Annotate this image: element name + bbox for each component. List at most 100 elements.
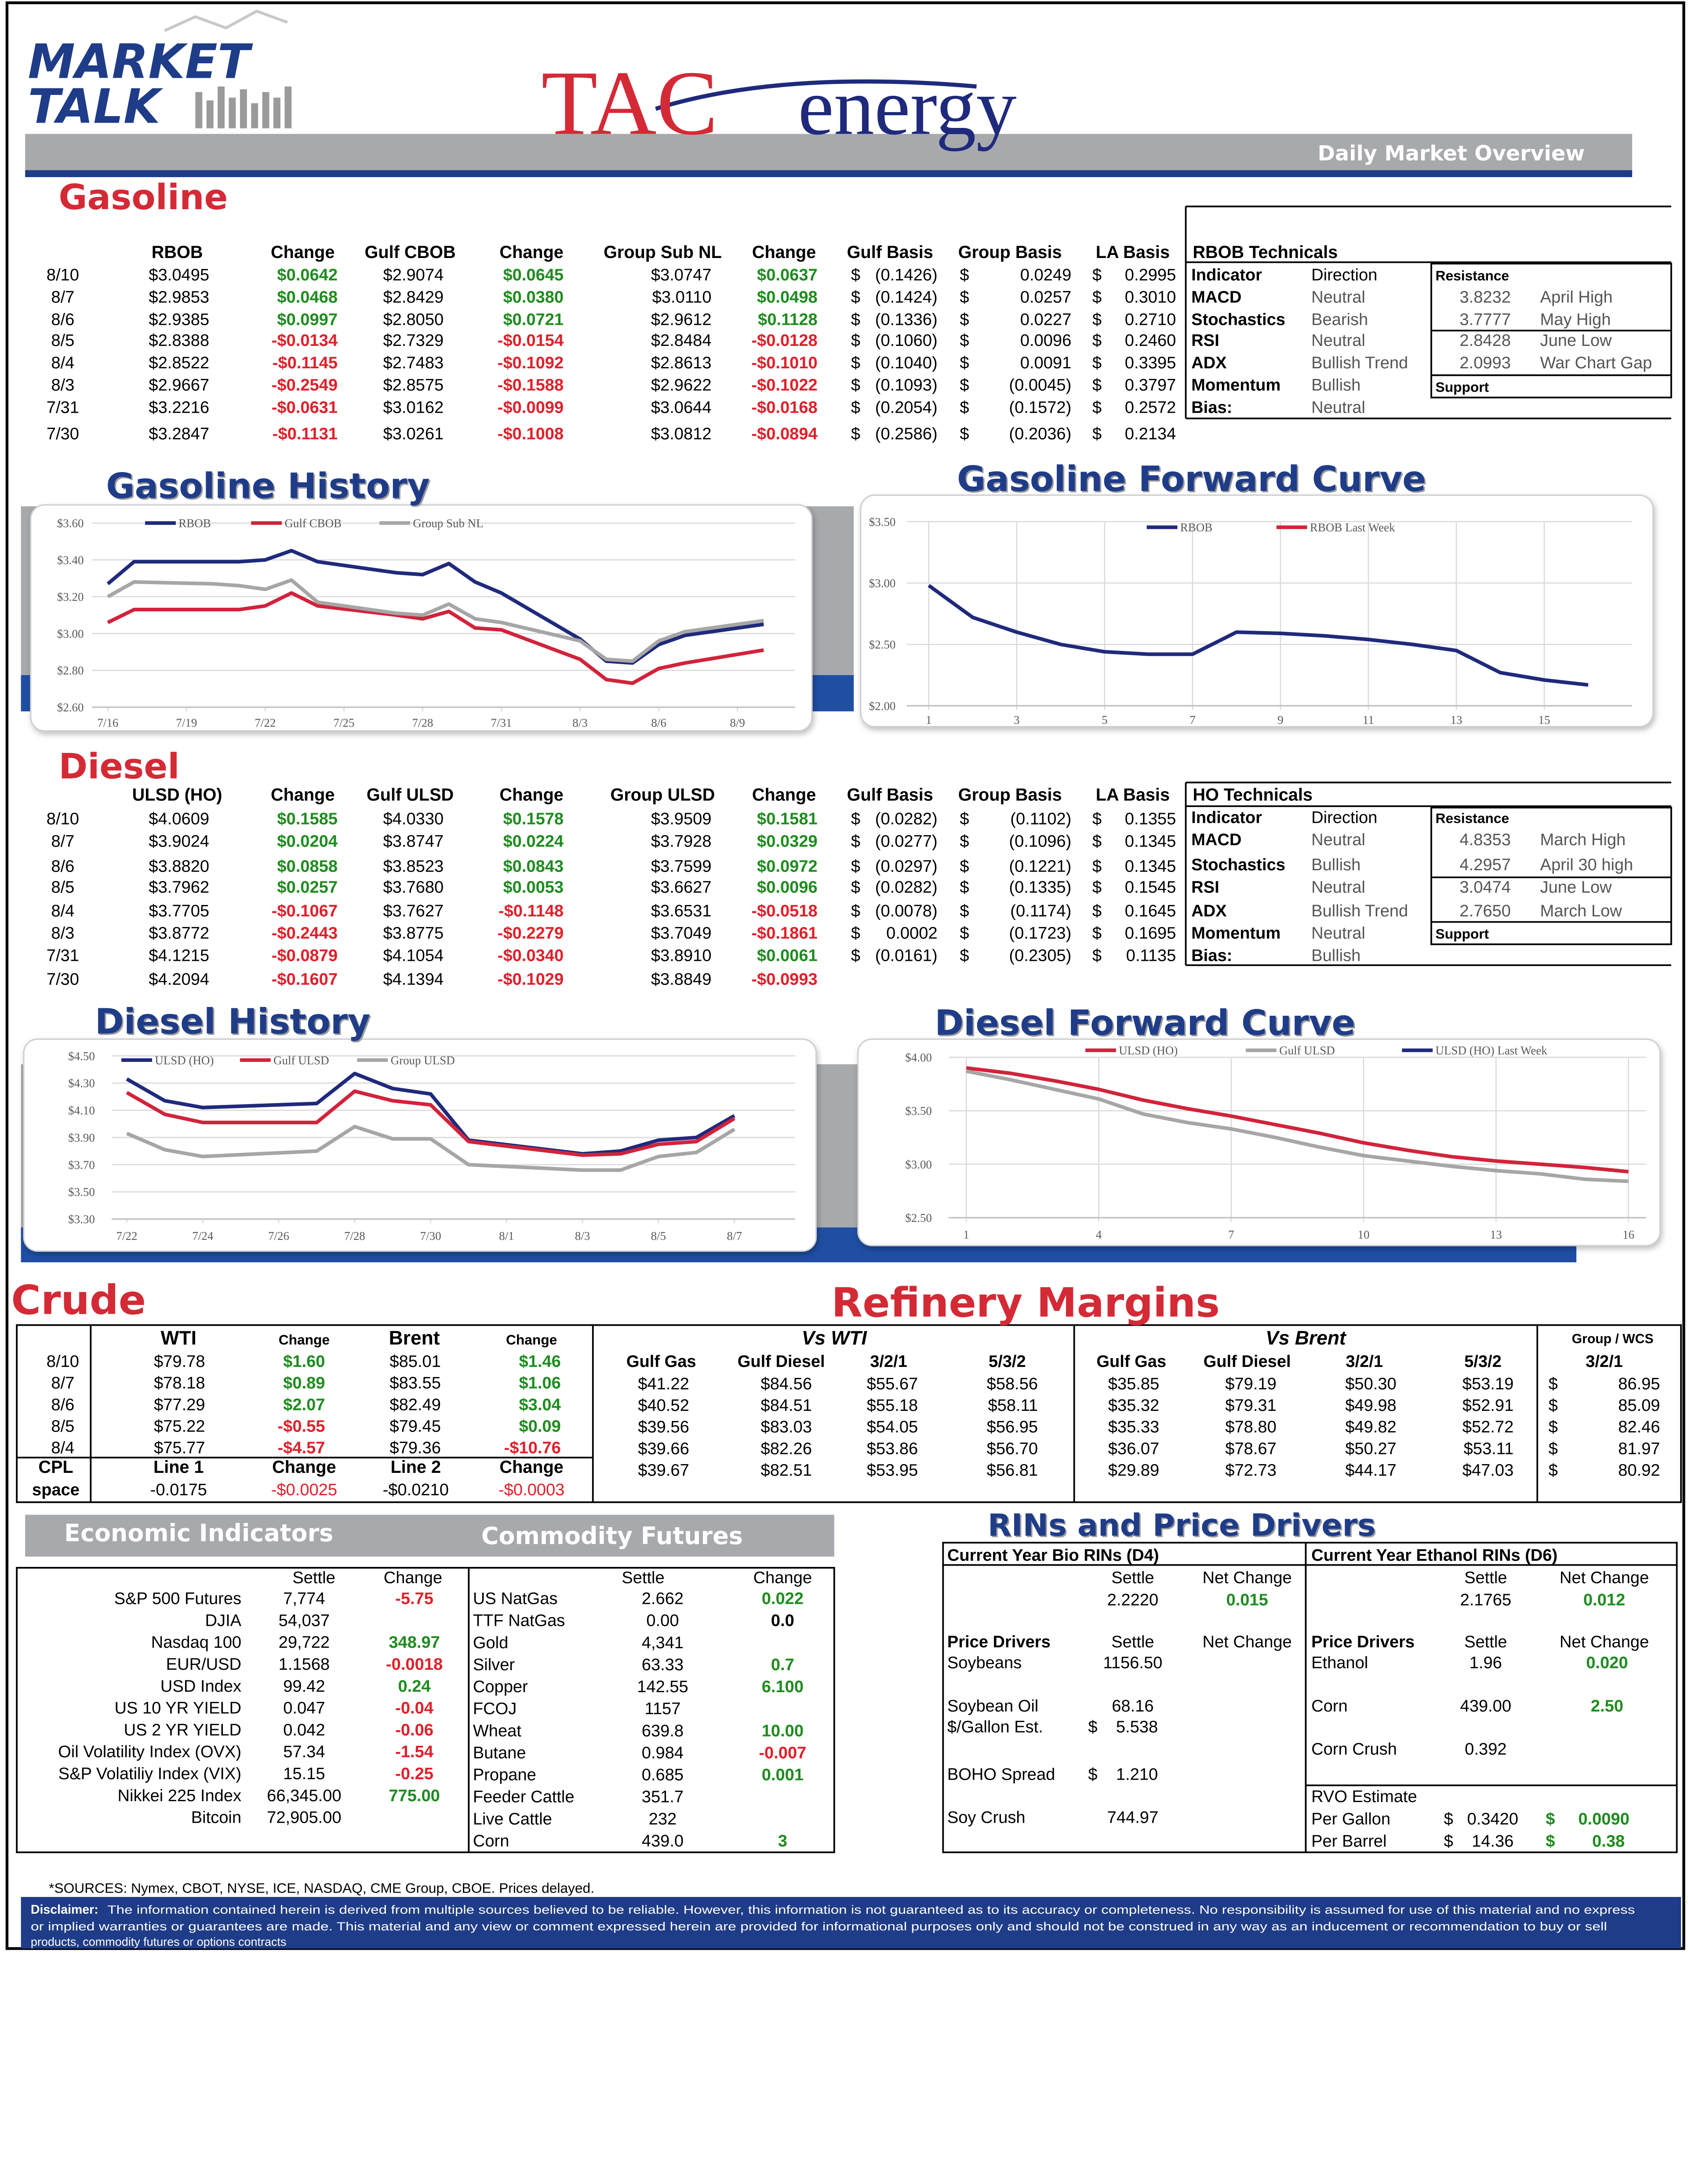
- currency: $: [1549, 1461, 1558, 1480]
- level-label: April High: [1540, 288, 1613, 307]
- direction: Bearish: [1311, 310, 1368, 329]
- disclaimer-bar: [21, 1897, 1681, 1949]
- cell: 0.2710: [1125, 310, 1176, 329]
- cell: $78.18: [154, 1374, 205, 1392]
- currency: $: [851, 902, 860, 920]
- column-header: Change: [499, 1457, 563, 1477]
- cell: $4.2094: [149, 970, 209, 988]
- cell: -$0.0099: [498, 398, 564, 417]
- currency: $: [1549, 1396, 1558, 1415]
- x-tick-label: 13: [1490, 1228, 1502, 1241]
- cell: 57.34: [283, 1743, 325, 1761]
- cell: -$0.1008: [498, 425, 564, 443]
- cell: -$0.1588: [498, 376, 564, 395]
- cell: $56.95: [987, 1418, 1038, 1436]
- rvo-title: RVO Estimate: [1311, 1788, 1417, 1806]
- x-tick-label: 1: [963, 1228, 969, 1241]
- currency: $: [1092, 398, 1102, 417]
- column-header: Settle: [1111, 1569, 1154, 1587]
- column-header: LA Basis: [1096, 785, 1170, 805]
- legend-label: Gulf CBOB: [284, 517, 342, 530]
- legend-label: RBOB Last Week: [1310, 521, 1395, 534]
- currency: $: [1549, 1418, 1558, 1436]
- cell: $2.9612: [651, 310, 712, 329]
- cell: $0.0858: [277, 857, 338, 876]
- column-header: Gulf Diesel: [738, 1352, 825, 1371]
- cell: -$4.57: [278, 1439, 325, 1457]
- crude-box: [16, 1324, 1682, 1503]
- cell: $0.0645: [503, 266, 564, 284]
- row-date: 8/7: [51, 1374, 74, 1392]
- currency: $: [851, 398, 860, 417]
- y-tick-label: $2.80: [57, 664, 84, 677]
- currency: $: [1092, 924, 1102, 943]
- indicator: Momentum: [1191, 376, 1281, 395]
- cell: $2.8575: [383, 376, 444, 395]
- row-label: Silver: [473, 1656, 515, 1674]
- cell: $35.85: [1108, 1375, 1159, 1393]
- cell: $79.31: [1225, 1396, 1276, 1415]
- cell: $0.0843: [503, 857, 564, 876]
- column-header: Change: [499, 785, 563, 805]
- cell: $ 1.210: [1088, 1765, 1158, 1784]
- column-header: Gulf Basis: [847, 243, 933, 262]
- x-tick-label: 8/1: [499, 1229, 514, 1243]
- cell: -$0.1148: [498, 902, 564, 920]
- cell: $0.0468: [277, 288, 338, 307]
- currency: $: [851, 288, 860, 307]
- cell: 7,774: [283, 1589, 325, 1608]
- cell: 0.012: [1583, 1591, 1625, 1610]
- cell: $0.0204: [277, 832, 338, 850]
- currency: $: [1092, 810, 1102, 829]
- row-label: Corn Crush: [1311, 1740, 1397, 1759]
- column-header: Gulf Gas: [1096, 1352, 1166, 1371]
- currency: $: [960, 288, 969, 307]
- row-date: 7/30: [47, 970, 79, 988]
- cell: 0.1695: [1125, 924, 1176, 943]
- x-tick-label: 11: [1363, 713, 1374, 727]
- column-header: Net Change: [1560, 1569, 1649, 1587]
- cell: 0.1355: [1125, 810, 1176, 829]
- column-header: 3/2/1: [870, 1352, 907, 1371]
- cell: $ 5.538: [1088, 1718, 1158, 1736]
- legend-label: ULSD (HO) Last Week: [1436, 1044, 1548, 1057]
- cell: $2.9385: [149, 310, 209, 329]
- row-date: 8/4: [51, 1439, 74, 1457]
- cell: -$0.2443: [272, 924, 338, 943]
- column-header: 5/3/2: [1464, 1352, 1502, 1371]
- cell: (0.1426): [875, 266, 938, 284]
- cell: -0.25: [395, 1765, 433, 1783]
- cell: 29,722: [279, 1633, 330, 1652]
- cell: -$0.0631: [272, 398, 338, 417]
- cell: (0.1174): [1010, 902, 1071, 920]
- cell: $58.56: [987, 1375, 1038, 1393]
- currency: $: [960, 810, 969, 829]
- cell: 142.55: [637, 1678, 688, 1696]
- cell: 351.7: [642, 1788, 684, 1806]
- cell: 0.685: [642, 1766, 684, 1784]
- direction: Bullish Trend: [1311, 902, 1408, 920]
- cell: -1.54: [395, 1743, 433, 1761]
- cell: $2.7483: [383, 354, 444, 372]
- cell: 0.0096: [1020, 331, 1071, 350]
- currency: $: [851, 857, 860, 876]
- cell: 232: [649, 1810, 677, 1828]
- bar-title: Economic Indicators: [64, 1519, 333, 1547]
- cell: $72.73: [1225, 1461, 1276, 1480]
- x-tick-label: 7/24: [192, 1229, 213, 1243]
- cell: $0.0498: [757, 288, 818, 307]
- column-header: Settle: [1464, 1569, 1507, 1587]
- column-header: Settle: [622, 1569, 664, 1587]
- drivers-title: Price Drivers: [947, 1633, 1051, 1651]
- row-date: 8/4: [51, 354, 74, 372]
- column-header: Settle: [1464, 1633, 1507, 1651]
- series-line: [107, 591, 764, 685]
- group-header: Vs WTI: [802, 1327, 868, 1349]
- cell: $0.0642: [277, 266, 338, 284]
- row-label: Gold: [473, 1634, 508, 1652]
- currency: $: [1549, 1375, 1558, 1393]
- cell: 0.1345: [1125, 857, 1176, 876]
- support-label: Support: [1436, 379, 1489, 395]
- row-label: Propane: [473, 1766, 536, 1784]
- legend-label: Gulf ULSD: [273, 1054, 329, 1067]
